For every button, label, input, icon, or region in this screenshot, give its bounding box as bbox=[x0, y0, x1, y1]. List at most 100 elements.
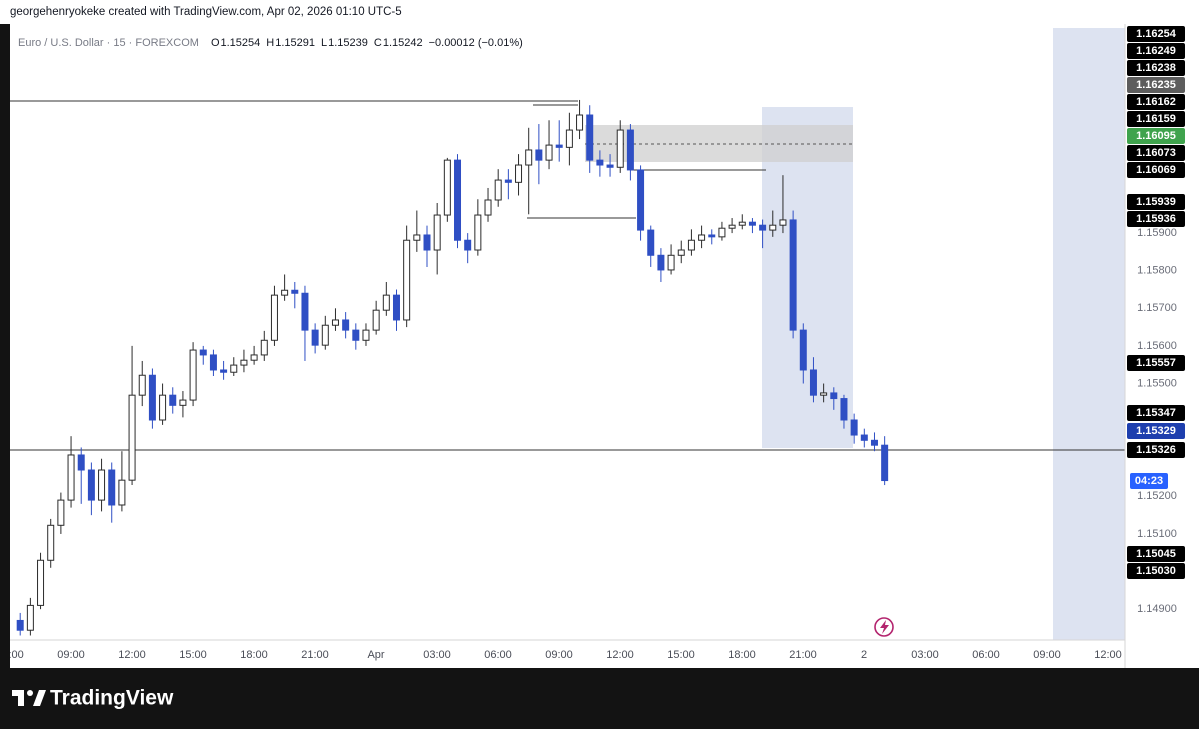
candle-body bbox=[535, 149, 543, 161]
candle-body bbox=[474, 214, 482, 251]
candle-body bbox=[728, 224, 736, 229]
candle-body bbox=[515, 164, 523, 183]
logo-mark bbox=[33, 690, 46, 706]
candle-body bbox=[657, 254, 665, 271]
candle-body bbox=[606, 164, 614, 168]
alert-bolt[interactable] bbox=[880, 620, 889, 634]
legend-o: O bbox=[211, 37, 220, 49]
candle-body bbox=[321, 324, 329, 346]
y-tick-label: 1.15500 bbox=[1137, 377, 1177, 389]
price-badge bbox=[1127, 111, 1185, 127]
candle-body bbox=[525, 149, 533, 166]
price-badge-label: 1.16238 bbox=[1136, 62, 1176, 74]
candle-body bbox=[331, 319, 339, 326]
price-badge bbox=[1127, 43, 1185, 59]
x-tick-label: 18:00 bbox=[728, 649, 756, 661]
candle-body bbox=[382, 294, 390, 311]
candle-body bbox=[159, 394, 167, 421]
price-badge bbox=[1130, 473, 1168, 489]
candle-body bbox=[687, 239, 695, 251]
candle-body bbox=[37, 559, 45, 606]
price-badge-label: 1.16073 bbox=[1136, 147, 1176, 159]
y-tick-label: 1.15800 bbox=[1137, 265, 1177, 277]
candle-body bbox=[698, 234, 706, 241]
x-tick-label: 12:00 bbox=[606, 649, 634, 661]
legend-h: H bbox=[266, 37, 274, 49]
y-tick-label: 1.15100 bbox=[1137, 528, 1177, 540]
x-tick-label: Apr bbox=[367, 649, 384, 661]
candle-body bbox=[98, 469, 106, 501]
price-badge bbox=[1127, 94, 1185, 110]
candle-body bbox=[169, 394, 177, 406]
candle-body bbox=[799, 329, 807, 371]
alert-icon[interactable] bbox=[874, 617, 894, 637]
x-tick-label: 2 bbox=[861, 649, 867, 661]
candle-body bbox=[860, 434, 868, 441]
x-tick-label: 12:00 bbox=[118, 649, 146, 661]
legend-low: 1.15239 bbox=[328, 37, 368, 49]
candle-body bbox=[748, 221, 756, 226]
price-badge-label: 1.15329 bbox=[1136, 425, 1176, 437]
candle-body bbox=[454, 159, 462, 241]
candle-body bbox=[626, 129, 634, 171]
candle-body bbox=[209, 354, 217, 371]
axes: 1.14900 1.15100 1.15200 1.15500 1.15600 1.157… bbox=[10, 24, 1177, 668]
candle-body bbox=[586, 114, 594, 161]
candle-body bbox=[311, 329, 319, 346]
candle-body bbox=[494, 179, 502, 201]
candle-body bbox=[718, 227, 726, 238]
candle-body bbox=[708, 234, 716, 238]
price-badge bbox=[1127, 145, 1185, 161]
price-badge bbox=[1127, 211, 1185, 227]
x-tick-label: 15:00 bbox=[667, 649, 695, 661]
candle-body bbox=[870, 439, 878, 446]
alert-circle[interactable] bbox=[874, 617, 894, 637]
brand-logo bbox=[12, 690, 46, 706]
price-badge-label: 1.15030 bbox=[1136, 565, 1176, 577]
price-badge-label: 1.16162 bbox=[1136, 96, 1176, 108]
legend-l: L bbox=[321, 37, 327, 49]
candle-body bbox=[809, 369, 817, 396]
price-badge bbox=[1127, 194, 1185, 210]
drawings bbox=[10, 28, 1125, 640]
chart-area bbox=[10, 24, 1199, 668]
candle-body bbox=[87, 469, 95, 501]
candle-body bbox=[504, 179, 512, 183]
price-badge bbox=[1127, 162, 1185, 178]
candle-body bbox=[555, 144, 563, 148]
candle-body bbox=[637, 169, 645, 231]
y-tick-label: 1.15600 bbox=[1137, 340, 1177, 352]
candle-body bbox=[820, 392, 828, 396]
price-badge-label: 1.15936 bbox=[1136, 213, 1176, 225]
x-tick-label: 06:00 bbox=[484, 649, 512, 661]
candle-body bbox=[118, 479, 126, 506]
candle-body bbox=[616, 129, 624, 168]
x-tick-label: 15:00 bbox=[179, 649, 207, 661]
candle-body bbox=[881, 444, 889, 482]
legend: Euro / U.S. Dollar · 15 · FOREXCOM O 1.152… bbox=[18, 37, 523, 49]
price-badge bbox=[1127, 60, 1185, 76]
price-badge bbox=[1127, 26, 1185, 42]
candle-body bbox=[16, 619, 24, 631]
candle-body bbox=[291, 289, 299, 294]
candle-body bbox=[108, 469, 116, 506]
candle-body bbox=[759, 224, 767, 231]
candle-body bbox=[850, 419, 858, 436]
footer-bar bbox=[0, 668, 1199, 729]
candle-body bbox=[230, 364, 238, 373]
candle-body bbox=[423, 234, 431, 251]
x-tick-label: 03:00 bbox=[423, 649, 451, 661]
candle-body bbox=[596, 159, 604, 166]
candle-body bbox=[779, 219, 787, 226]
candle-body bbox=[443, 159, 451, 216]
candle-body bbox=[199, 349, 207, 356]
top-bar bbox=[0, 0, 1199, 24]
price-badge-label: 1.15347 bbox=[1136, 407, 1176, 419]
price-badge-label: 1.16069 bbox=[1136, 164, 1176, 176]
price-badge-label: 1.16159 bbox=[1136, 113, 1176, 125]
candle-body bbox=[403, 239, 411, 321]
candle-body bbox=[545, 144, 553, 161]
price-badge bbox=[1127, 546, 1185, 562]
legend-open: 1.15254 bbox=[221, 37, 261, 49]
